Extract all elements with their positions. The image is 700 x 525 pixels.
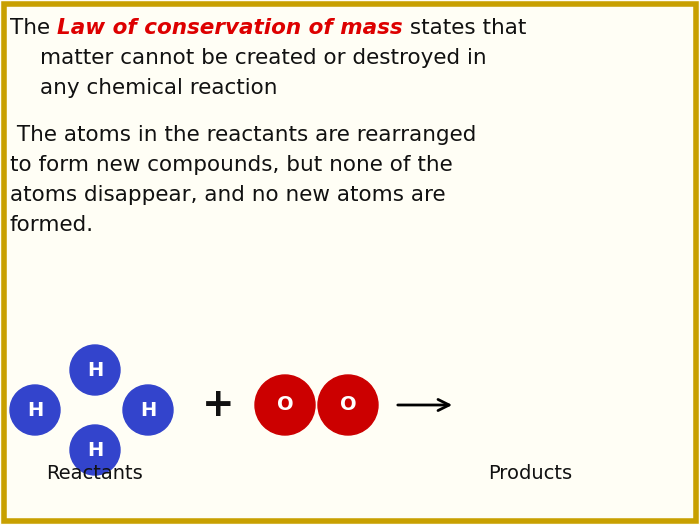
Circle shape: [255, 375, 315, 435]
Text: H: H: [27, 401, 43, 419]
Text: states that: states that: [402, 18, 526, 38]
Circle shape: [70, 425, 120, 475]
Text: Law of conservation of mass: Law of conservation of mass: [57, 18, 402, 38]
FancyBboxPatch shape: [4, 4, 696, 521]
Text: Reactants: Reactants: [47, 464, 144, 483]
Text: O: O: [276, 395, 293, 415]
Text: matter cannot be created or destroyed in: matter cannot be created or destroyed in: [40, 48, 486, 68]
Text: H: H: [87, 361, 103, 380]
Text: any chemical reaction: any chemical reaction: [40, 78, 277, 98]
Circle shape: [123, 385, 173, 435]
Text: The atoms in the reactants are rearranged: The atoms in the reactants are rearrange…: [10, 125, 477, 145]
Circle shape: [318, 375, 378, 435]
Text: to form new compounds, but none of the: to form new compounds, but none of the: [10, 155, 453, 175]
Text: +: +: [202, 386, 235, 424]
Text: O: O: [340, 395, 356, 415]
Text: formed.: formed.: [10, 215, 94, 235]
Text: H: H: [140, 401, 156, 419]
Text: H: H: [87, 440, 103, 459]
Text: Products: Products: [488, 464, 572, 483]
Circle shape: [70, 345, 120, 395]
Text: atoms disappear, and no new atoms are: atoms disappear, and no new atoms are: [10, 185, 446, 205]
Circle shape: [10, 385, 60, 435]
Text: The: The: [10, 18, 57, 38]
